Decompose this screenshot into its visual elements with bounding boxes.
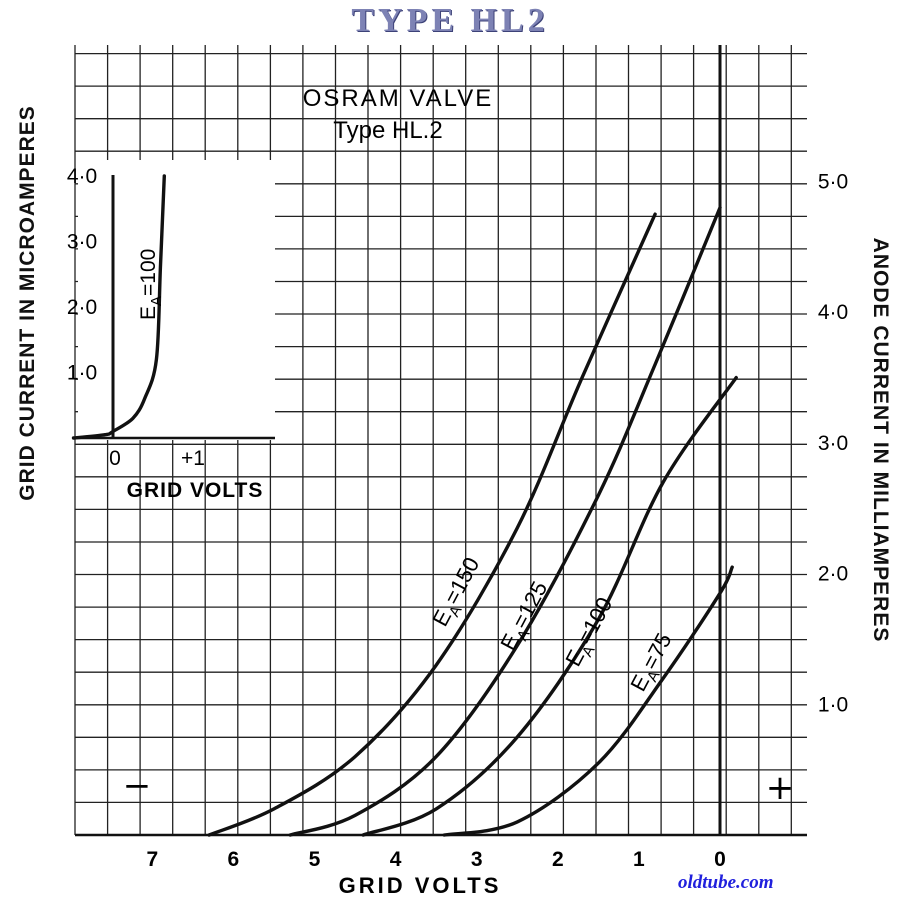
series-label-symbol: E [137, 306, 160, 320]
main-curves [207, 205, 738, 837]
series-label: EA=100 [560, 593, 621, 673]
inset-y-tick-label: 1·0 [67, 362, 97, 385]
series-label-value: =125 [507, 577, 552, 632]
right-y-tick-label: 2·0 [818, 563, 848, 586]
inset-background [78, 160, 275, 440]
negative-sign-marker: − [123, 766, 152, 806]
inset-y-tick-label: 3·0 [67, 231, 97, 254]
chart-title: OSRAM VALVE [303, 85, 494, 112]
x-tick-label: 3 [471, 848, 483, 871]
x-tick-label: 0 [714, 848, 726, 871]
watermark: oldtube.com [678, 872, 774, 893]
series-label: EA=125 [495, 577, 556, 657]
page-title: TYPE HL2 [351, 2, 549, 39]
inset-series-label: EA=100 [137, 249, 165, 320]
right-y-tick-label: 5·0 [818, 171, 848, 194]
x-tick-label: 5 [309, 848, 321, 871]
x-tick-label: 6 [228, 848, 240, 871]
inset-y-tick-label: 2·0 [67, 296, 97, 319]
series-label-value: =100 [137, 249, 160, 296]
series-line-ea-75 [442, 565, 734, 837]
x-tick-label: 7 [146, 848, 158, 871]
inset-series-line [71, 174, 166, 440]
series-line-ea-125 [288, 205, 722, 837]
inset-x-axis-label: GRID VOLTS [127, 479, 264, 502]
positive-sign-marker: + [766, 768, 795, 808]
grid [74, 45, 807, 837]
x-tick-label: 1 [633, 848, 645, 871]
series-label-subscript: A [148, 296, 165, 306]
right-y-tick-label: 4·0 [818, 301, 848, 324]
inset-y-tick-label: 4·0 [67, 165, 97, 188]
x-tick-label: 2 [552, 848, 564, 871]
inset-x-tick-label: 0 [109, 447, 121, 470]
series-label: EA=150 [427, 553, 488, 633]
x-tick-label: 4 [390, 848, 402, 871]
chart-subtitle: Type HL.2 [333, 117, 442, 144]
right-y-tick-label: 3·0 [818, 432, 848, 455]
inset-x-tick-label: +1 [181, 447, 205, 470]
x-axis-label: GRID VOLTS [339, 873, 502, 898]
series-line-ea-150 [207, 212, 657, 837]
series-line-ea-100 [361, 375, 738, 837]
inset-chart: 1·0 2·0 3·0 4·0 0 +1 GRID VOLTS EA=100 [67, 160, 275, 502]
right-y-tick-label: 1·0 [818, 693, 848, 716]
